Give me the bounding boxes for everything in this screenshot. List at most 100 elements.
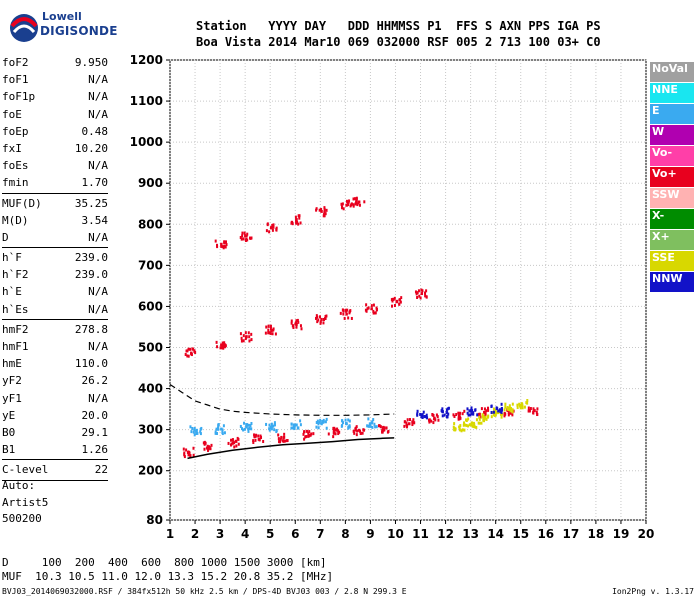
echo-point (217, 427, 220, 431)
echo-point (372, 418, 375, 422)
param-value: 0.48 (81, 124, 109, 138)
header-labels: Station YYYY DAY DDD HHMMSS P1 FFS S AXN… (196, 19, 601, 33)
echo-point (453, 422, 456, 426)
legend-item-x: X+ (650, 230, 694, 250)
distance-row: D 100 200 400 600 800 1000 1500 3000 [km… (2, 556, 327, 569)
legend-item-x: X- (650, 209, 694, 229)
echo-point (323, 206, 326, 210)
echo-point (249, 236, 252, 240)
legend-item-e: E (650, 104, 694, 124)
echo-point (247, 427, 250, 431)
auto-code: 500200 (2, 512, 42, 525)
param-name: foE (2, 107, 22, 121)
echo-point (508, 407, 511, 411)
param-row: yE 20.0 (2, 407, 108, 424)
echo-point (250, 236, 253, 240)
echo-point (315, 425, 318, 429)
echo-point (248, 426, 251, 430)
echo-point (355, 433, 358, 437)
echo-point (340, 202, 343, 206)
echo-point (252, 440, 255, 444)
file-info: BVJ03_2014069032000.RSF / 384fx512h 50 k… (2, 587, 407, 596)
digisonde-logo: Lowell DIGISONDE (4, 6, 117, 46)
echo-point (503, 411, 506, 415)
param-row: foEs N/A (2, 157, 108, 174)
echo-point (408, 422, 411, 426)
echo-point (478, 415, 481, 419)
echo-point (182, 447, 185, 451)
echo-point (245, 335, 248, 339)
echo-point (323, 207, 326, 211)
echo-point (347, 426, 350, 430)
echo-point (279, 437, 282, 441)
echo-point (483, 417, 486, 421)
echo-point (305, 429, 308, 433)
echo-point (398, 298, 401, 302)
echo-point (356, 429, 359, 433)
echo-point (298, 216, 301, 220)
echo-point (463, 421, 466, 425)
echo-point (190, 430, 193, 434)
echo-point (368, 422, 371, 426)
echo-point (385, 426, 388, 430)
echo-point (244, 238, 247, 242)
x-tick-label: 5 (266, 527, 274, 541)
echo-point (250, 338, 253, 342)
param-name: fxI (2, 141, 22, 155)
echo-point (457, 417, 460, 421)
echo-point (399, 300, 402, 304)
echo-point (367, 417, 370, 421)
echo-point (422, 410, 425, 414)
echo-point (416, 295, 419, 299)
echo-point (266, 222, 269, 226)
echo-point (303, 430, 306, 434)
param-row: h`F2 239.0 (2, 266, 108, 283)
echo-point (393, 304, 396, 308)
echo-point (383, 428, 386, 432)
echo-point (270, 422, 273, 426)
echo-point (475, 425, 478, 429)
echo-point (232, 441, 236, 445)
echo-point (441, 410, 444, 414)
echo-point (199, 432, 202, 436)
echo-point (342, 421, 345, 425)
logo-line1: Lowell (42, 10, 82, 23)
echo-point (241, 234, 244, 238)
echo-point (270, 329, 273, 333)
echo-point (297, 320, 300, 324)
echo-point (480, 421, 483, 425)
echo-point (374, 311, 377, 315)
param-row: h`F 239.0 (2, 249, 108, 266)
echo-point (425, 295, 428, 299)
echo-point (299, 419, 302, 423)
echo-point (446, 407, 449, 411)
echo-point (470, 409, 474, 413)
echo-point (192, 347, 195, 351)
echo-point (467, 413, 470, 417)
echo-point (421, 415, 424, 419)
param-row: yF1 N/A (2, 390, 108, 407)
echo-point (470, 421, 474, 425)
echo-point (347, 316, 350, 320)
echo-point (353, 197, 356, 201)
echo-point (370, 421, 373, 425)
echo-point (467, 417, 470, 421)
echo-point (468, 423, 471, 427)
echo-point (536, 412, 539, 416)
echo-point (189, 454, 192, 458)
echo-point (316, 419, 319, 423)
echo-point (270, 226, 273, 230)
echo-point (242, 334, 245, 338)
echo-point (424, 294, 427, 298)
param-row: fmin 1.70 (2, 174, 108, 191)
echo-point (455, 413, 458, 417)
param-row: foF2 9.950 (2, 54, 108, 71)
param-name: yE (2, 408, 16, 422)
echo-point (253, 433, 256, 437)
echo-point (233, 445, 236, 449)
echo-point (414, 290, 417, 294)
echo-point (272, 225, 275, 229)
echo-point (452, 413, 455, 417)
echo-point (412, 418, 415, 422)
param-name: yF2 (2, 374, 22, 388)
